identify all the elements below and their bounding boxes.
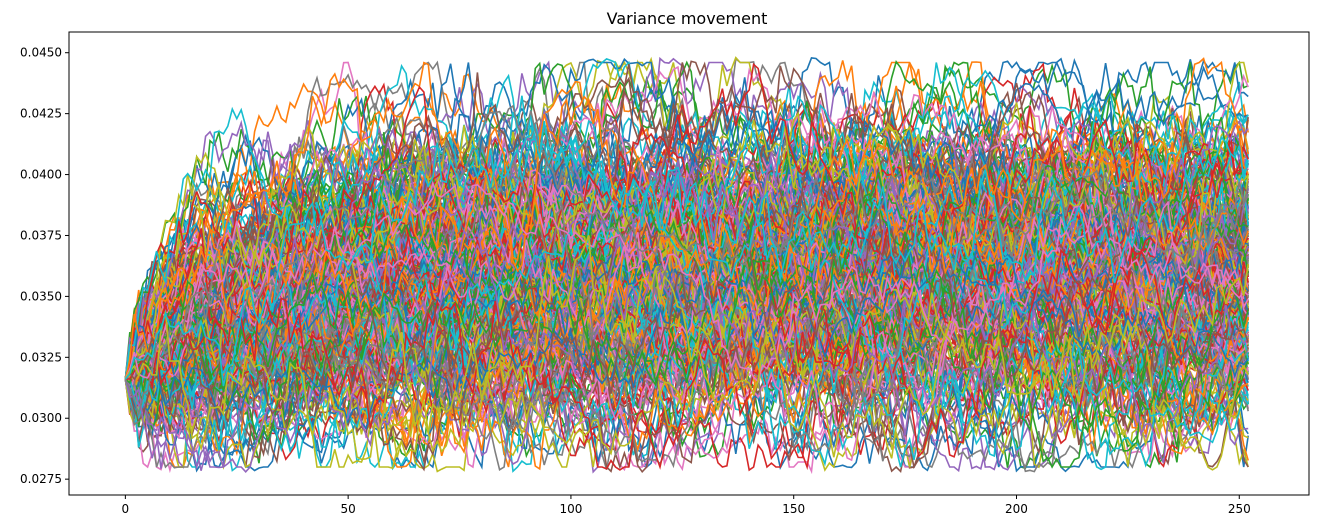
variance-path-line [124, 242, 1249, 415]
x-axis: 0 50 100 150 200 250 [122, 495, 1251, 516]
x-tick-label: 200 [1005, 502, 1028, 516]
variance-path-line [124, 104, 1249, 418]
y-tick-label: 0.0300 [20, 411, 62, 425]
variance-path-line [124, 221, 1249, 416]
y-tick-label: 0.0375 [20, 228, 62, 242]
variance-path-line [124, 243, 1249, 471]
x-tick-label: 250 [1228, 502, 1251, 516]
y-tick-label: 0.0425 [20, 107, 62, 121]
y-tick-label: 0.0275 [20, 472, 62, 486]
variance-path-line [124, 288, 1249, 474]
x-tick-label: 50 [341, 502, 356, 516]
x-tick-label: 100 [559, 502, 582, 516]
variance-path-line [125, 243, 1249, 471]
y-tick-label: 0.0450 [20, 46, 62, 60]
y-tick-label: 0.0400 [20, 168, 62, 182]
y-axis: 0.0275 0.0300 0.0325 0.0350 0.0375 0.0400 0.04… [20, 46, 69, 486]
chart-title: Variance movement [607, 9, 768, 28]
variance-path-line [124, 246, 1249, 431]
variance-path-line [124, 120, 1249, 387]
series-layer [124, 56, 1249, 475]
variance-path-line [124, 294, 1249, 469]
variance-path-line [124, 192, 1249, 452]
x-tick-label: 150 [782, 502, 805, 516]
y-tick-label: 0.0350 [20, 289, 62, 303]
variance-path-line [124, 246, 1249, 473]
variance-path-line [124, 235, 1249, 461]
variance-path-line [125, 142, 1249, 383]
variance-path-line [124, 187, 1249, 390]
x-tick-label: 0 [122, 502, 130, 516]
y-tick-label: 0.0325 [20, 350, 62, 364]
variance-path-line [124, 61, 1249, 387]
variance-path-line [124, 119, 1249, 399]
variance-path-line [124, 57, 1249, 380]
plot-frame [68, 31, 1310, 496]
variance-path-line [124, 119, 1249, 471]
